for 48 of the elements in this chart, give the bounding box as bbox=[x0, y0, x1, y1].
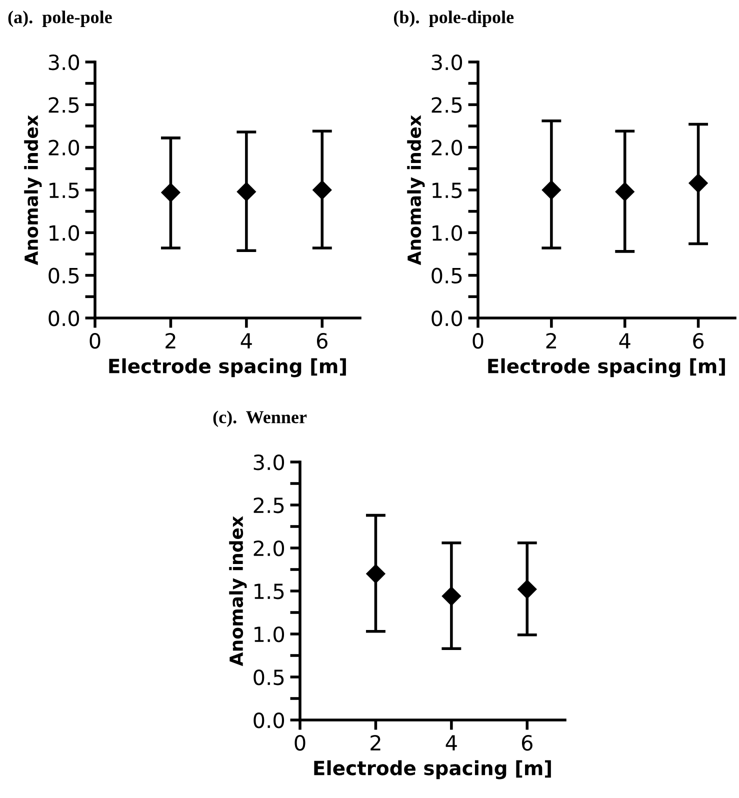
y-tick-label: 3.0 bbox=[432, 54, 462, 70]
x-tick-label: 0 bbox=[294, 734, 306, 751]
point bbox=[442, 586, 461, 606]
x-tick-label: 4 bbox=[240, 333, 252, 348]
point bbox=[542, 180, 561, 200]
y-axis-title: Anomaly index bbox=[407, 115, 425, 266]
y-tick-label: 0.5 bbox=[432, 268, 462, 284]
x-tick-label: 4 bbox=[446, 735, 457, 750]
x-tick-label: 0 bbox=[472, 332, 484, 349]
y-tick-label: 3.0 bbox=[48, 54, 80, 70]
y-tick-label: 0.0 bbox=[48, 310, 80, 326]
chart-title: (b). pole-dipole bbox=[394, 10, 514, 27]
y-tick-label: 1.5 bbox=[254, 584, 284, 600]
y-tick-label: 2.5 bbox=[254, 497, 284, 514]
x-tick-label: 6 bbox=[693, 332, 704, 349]
point bbox=[366, 564, 386, 584]
chart-title: (c). Wenner bbox=[213, 410, 307, 427]
y-tick-label: 1.5 bbox=[432, 182, 462, 198]
y-axis-title: Anomaly index bbox=[229, 516, 247, 666]
point bbox=[518, 580, 537, 599]
y-tick-label: 0.5 bbox=[254, 669, 284, 686]
x-tick-label: 2 bbox=[546, 332, 556, 348]
y-tick-label: 1.0 bbox=[254, 626, 284, 642]
y-tick-label: 0.0 bbox=[254, 712, 284, 728]
y-tick-label: 3.0 bbox=[254, 454, 284, 470]
y-tick-label: 2.0 bbox=[48, 140, 80, 156]
point bbox=[615, 182, 634, 202]
x-tick-label: 2 bbox=[370, 734, 380, 750]
chart-title: (a). pole-pole bbox=[8, 10, 112, 27]
x-tick-label: 6 bbox=[316, 332, 328, 349]
y-tick-label: 1.5 bbox=[50, 182, 79, 198]
x-tick-label: 2 bbox=[166, 332, 176, 348]
x-tick-label: 0 bbox=[90, 332, 100, 349]
y-tick-label: 1.0 bbox=[432, 225, 462, 241]
y-tick-label: 2.0 bbox=[432, 140, 462, 156]
y-tick-label: 2.5 bbox=[432, 97, 462, 113]
point bbox=[688, 174, 708, 193]
y-axis-title: Anomaly index bbox=[24, 115, 42, 266]
y-tick-label: 2.5 bbox=[48, 97, 79, 113]
y-tick-label: 2.0 bbox=[254, 540, 284, 556]
x-axis-title: Electrode spacing [m] bbox=[314, 760, 551, 780]
x-axis-title: Electrode spacing [m] bbox=[488, 358, 725, 378]
y-tick-label: 0.0 bbox=[432, 310, 462, 326]
y-tick-label: 0.5 bbox=[48, 268, 79, 284]
x-axis-title: Electrode spacing [m] bbox=[109, 358, 346, 378]
y-tick-label: 1.0 bbox=[50, 225, 80, 241]
x-tick-label: 4 bbox=[619, 333, 630, 348]
x-tick-label: 6 bbox=[522, 734, 532, 751]
